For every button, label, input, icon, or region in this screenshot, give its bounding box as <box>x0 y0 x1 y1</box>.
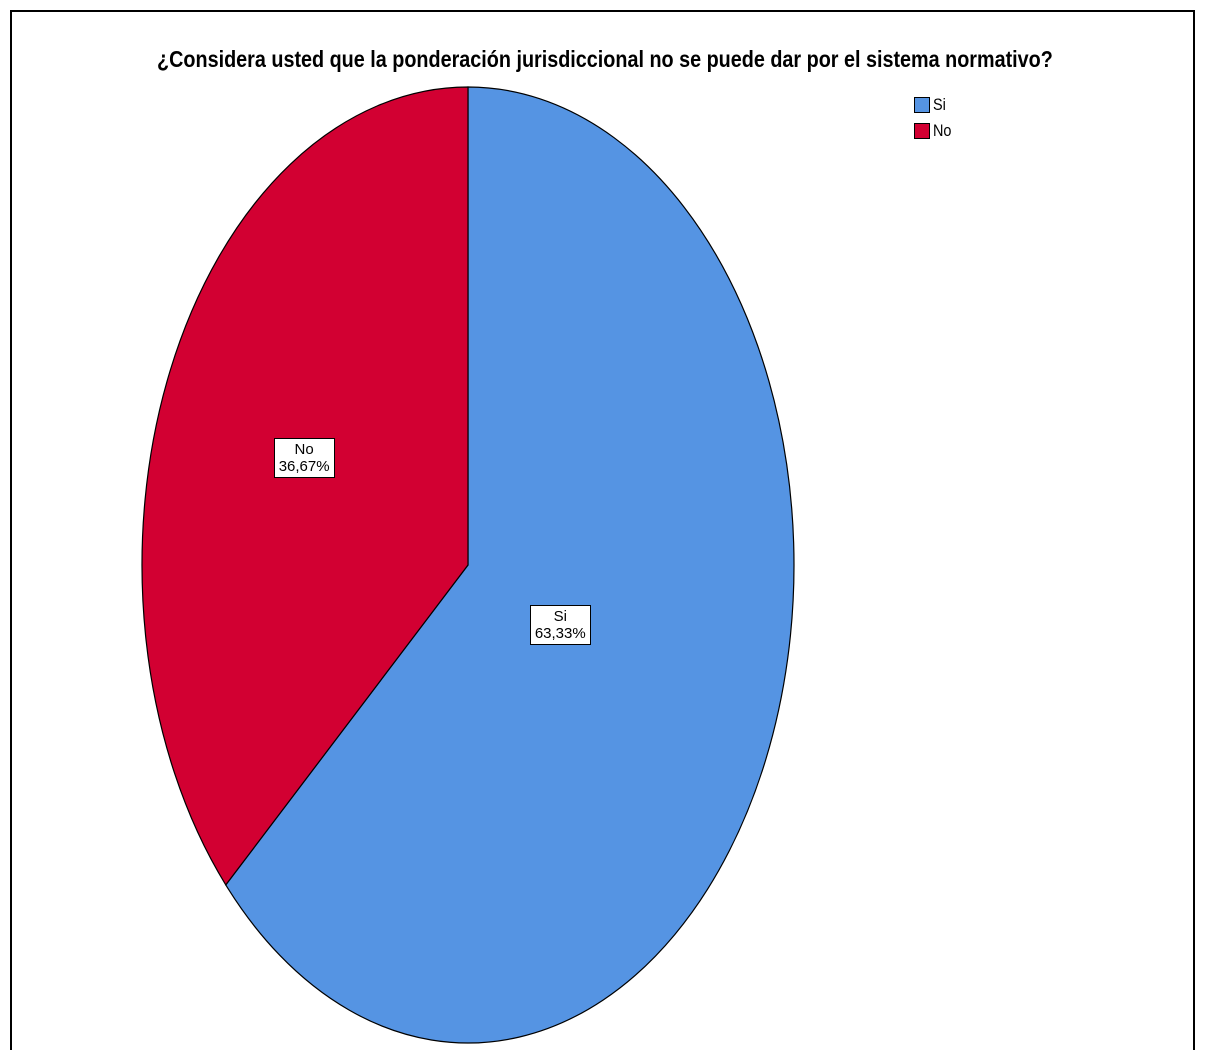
legend-item-no: No <box>914 118 955 144</box>
pie-slice-no <box>141 86 469 886</box>
slice-label-si-name: Si <box>553 608 567 626</box>
legend-label-si: Si <box>933 95 946 114</box>
slice-label-si: Si 63,33% <box>529 605 591 646</box>
slice-label-si-percent: 63,33% <box>534 625 586 643</box>
slice-label-no-name: No <box>294 441 314 459</box>
legend-item-si: Si <box>914 92 955 118</box>
pie-slice-si <box>225 86 795 1044</box>
chart-title: ¿Considera usted que la ponderación juri… <box>157 46 1053 72</box>
slice-label-no: No 36,67% <box>273 438 335 479</box>
legend-label-no: No <box>933 121 952 140</box>
legend-swatch-si <box>914 97 930 113</box>
slice-label-no-percent: 36,67% <box>278 458 330 476</box>
chart-legend: Si No <box>914 92 955 144</box>
legend-swatch-no <box>914 123 930 139</box>
